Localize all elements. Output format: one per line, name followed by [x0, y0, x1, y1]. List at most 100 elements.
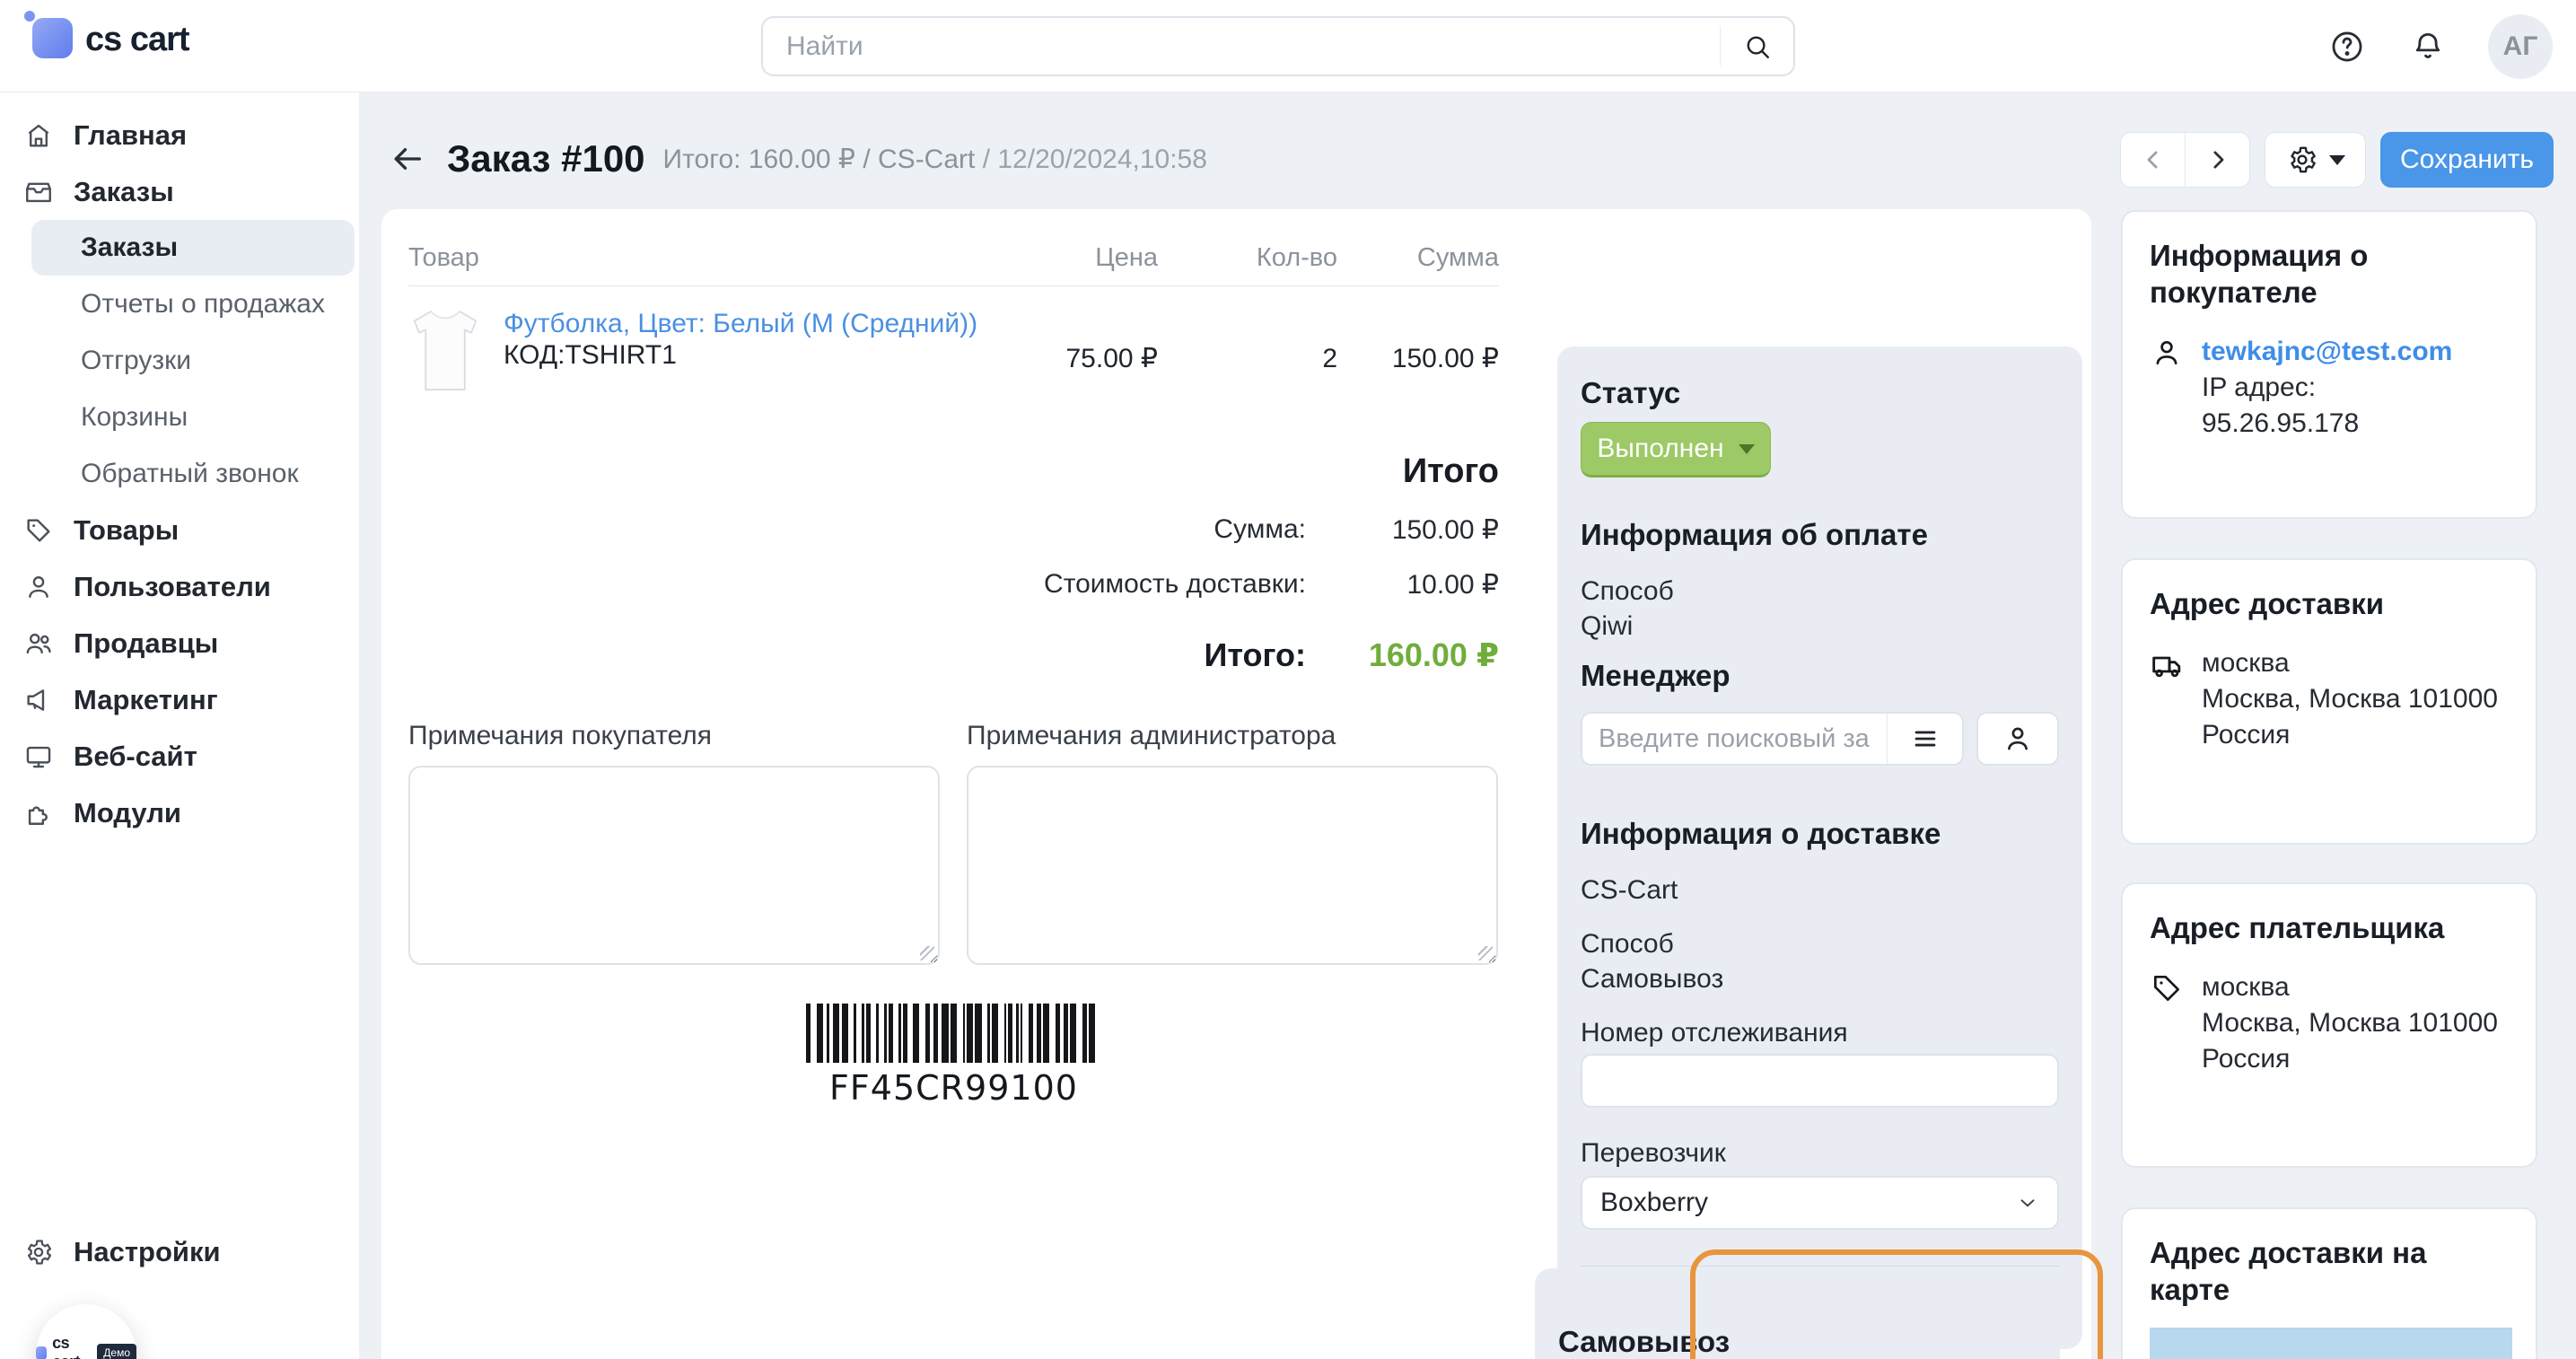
shipping-cost-value: 10.00 ₽: [1406, 570, 1500, 600]
subtotal-row: Сумма: 150.00 ₽: [1214, 514, 1499, 545]
sidebar-item-settings[interactable]: Настройки: [0, 1223, 359, 1280]
sidebar-subitem-call-requests[interactable]: Обратный звонок: [81, 458, 299, 488]
manager-list-button[interactable]: [1887, 714, 1962, 764]
order-actions-gear-button[interactable]: [2265, 132, 2366, 188]
topbar-actions: АГ: [2326, 0, 2553, 92]
sidebar-label-vendors: Продавцы: [74, 627, 219, 659]
shipping-address-heading: Адрес доставки: [2150, 587, 2385, 620]
user-icon: [23, 572, 54, 602]
monitor-icon: [23, 741, 54, 772]
product-qty: 2: [1322, 343, 1337, 373]
customer-notes-label: Примечания покупателя: [408, 721, 713, 750]
customer-notes-textarea[interactable]: [408, 766, 940, 965]
payment-info-heading: Информация об оплате: [1581, 518, 1928, 551]
person-icon: [2008, 727, 2028, 750]
order-pager: [2120, 132, 2250, 188]
totals-heading: Итого: [1402, 452, 1499, 490]
grand-total-row: Итого: 160.00 ₽: [1204, 636, 1499, 673]
map-address-heading: Адрес доставки на карте: [2150, 1236, 2427, 1306]
prev-order-button[interactable]: [2121, 133, 2186, 187]
ip-value: 95.26.95.178: [2202, 408, 2360, 438]
gear-icon: [23, 1237, 54, 1267]
search-input[interactable]: [763, 18, 1720, 75]
order-notes: Примечания покупателя Примечания админис…: [408, 721, 1499, 969]
sidebar-item-users[interactable]: Пользователи: [0, 558, 359, 615]
sidebar-item-orders[interactable]: Заказы: [0, 163, 359, 220]
logo-mark-icon: [24, 11, 73, 58]
product-code: КОД:TSHIRT1: [504, 340, 677, 370]
sidebar: Главная Заказы Заказы Отчеты о продажах …: [0, 92, 359, 1359]
topbar: cs cart: [0, 0, 2576, 92]
tracking-number-label: Номер отслеживания: [1581, 1018, 1848, 1048]
list-icon: [1914, 731, 1935, 747]
help-icon[interactable]: [2326, 26, 2368, 67]
notifications-bell-icon[interactable]: [2407, 26, 2449, 67]
manager-heading: Менеджер: [1581, 659, 1730, 692]
back-arrow-icon[interactable]: [388, 139, 427, 179]
product-name-link[interactable]: Футболка, Цвет: Белый (М (Средний)): [504, 309, 978, 338]
col-qty: Кол-во: [1256, 243, 1337, 272]
page-header: Заказ #100 Итого: 160.00 ₽ / CS-Cart / 1…: [388, 130, 1207, 188]
carrier-select[interactable]: Boxberry: [1581, 1176, 2059, 1230]
tracking-number-input[interactable]: [1581, 1054, 2059, 1108]
orders-inbox-icon: [23, 177, 54, 207]
avatar-initials: АГ: [2502, 31, 2538, 61]
admin-notes-textarea[interactable]: [967, 766, 1498, 965]
manager-search-input[interactable]: [1582, 714, 1887, 764]
users-group-icon: [23, 628, 54, 659]
order-barcode: FF45CR99100: [408, 1004, 1499, 1108]
order-meta: Итого: 160.00 ₽ / CS-Cart / 12/20/2024,1…: [663, 144, 1207, 175]
demo-logo-icon: [36, 1346, 48, 1359]
sidebar-subitem-carts[interactable]: Корзины: [81, 401, 188, 432]
demo-helper-bubble[interactable]: cs cart Демо: [36, 1304, 136, 1359]
table-row: Футболка, Цвет: Белый (М (Средний)) КОД:…: [408, 308, 1499, 393]
product-sum: 150.00 ₽: [1391, 344, 1499, 373]
truck-icon: [2150, 647, 2186, 683]
demo-badge: Демо: [97, 1344, 136, 1359]
search-icon[interactable]: [1720, 26, 1793, 66]
sidebar-label-addons: Модули: [74, 796, 181, 829]
sidebar-item-vendors[interactable]: Продавцы: [0, 615, 359, 671]
sidebar-subitem-sales-reports[interactable]: Отчеты о продажах: [81, 288, 325, 319]
manager-person-button[interactable]: [1976, 712, 2059, 766]
sidebar-settings: Настройки: [0, 1223, 359, 1280]
sidebar-label-settings: Настройки: [74, 1235, 221, 1267]
col-product: Товар: [408, 243, 479, 272]
person-icon: [2150, 336, 2186, 372]
subtotal-value: 150.00 ₽: [1391, 515, 1499, 545]
address-line: москва: [2202, 648, 2290, 678]
sidebar-subitem-orders[interactable]: Заказы: [31, 220, 355, 276]
status-value: Выполнен: [1597, 434, 1724, 463]
map-placeholder[interactable]: [2150, 1328, 2512, 1359]
cs-cart-logo[interactable]: cs cart: [24, 11, 190, 58]
user-avatar[interactable]: АГ: [2488, 13, 2553, 79]
order-details-card: Товар Цена Кол-во Сумма: [381, 209, 2103, 1359]
customer-email-link[interactable]: tewkajnc@test.com: [2202, 337, 2453, 366]
address-line: москва: [2202, 972, 2290, 1002]
tag-icon: [23, 515, 54, 546]
carrier-selected-value: Boxberry: [1600, 1188, 1709, 1217]
admin-notes-label: Примечания администратора: [967, 721, 1336, 750]
shipping-method-value: Самовывоз: [1581, 964, 1724, 994]
sidebar-label-users: Пользователи: [74, 570, 271, 602]
sidebar-label-products: Товары: [74, 513, 180, 546]
next-order-button[interactable]: [2186, 133, 2249, 187]
sidebar-item-marketing[interactable]: Маркетинг: [0, 671, 359, 728]
sidebar-subitem-shipments[interactable]: Отгрузки: [81, 345, 192, 375]
puzzle-icon: [23, 798, 54, 829]
save-button[interactable]: Сохранить: [2380, 132, 2554, 188]
main-content: Заказ #100 Итого: 160.00 ₽ / CS-Cart / 1…: [359, 92, 2576, 1359]
order-meta-date: / 12/20/2024,10:58: [982, 144, 1207, 174]
sidebar-item-products[interactable]: Товары: [0, 502, 359, 558]
order-totals: Итого Сумма: 150.00 ₽ Стоимость доставки…: [408, 452, 1499, 674]
product-price: 75.00 ₽: [1065, 344, 1159, 373]
divider: [1581, 1266, 2059, 1267]
sidebar-item-home[interactable]: Главная: [0, 107, 359, 163]
manager-controls: [1581, 712, 2059, 766]
status-heading: Статус: [1581, 376, 1681, 409]
map-address-card: Адрес доставки на карте: [2121, 1207, 2537, 1359]
order-status-dropdown[interactable]: Выполнен: [1581, 422, 1771, 478]
sidebar-item-website[interactable]: Веб-сайт: [0, 728, 359, 785]
sidebar-item-addons[interactable]: Модули: [0, 785, 359, 841]
shipping-method-label: Способ: [1581, 929, 1674, 959]
